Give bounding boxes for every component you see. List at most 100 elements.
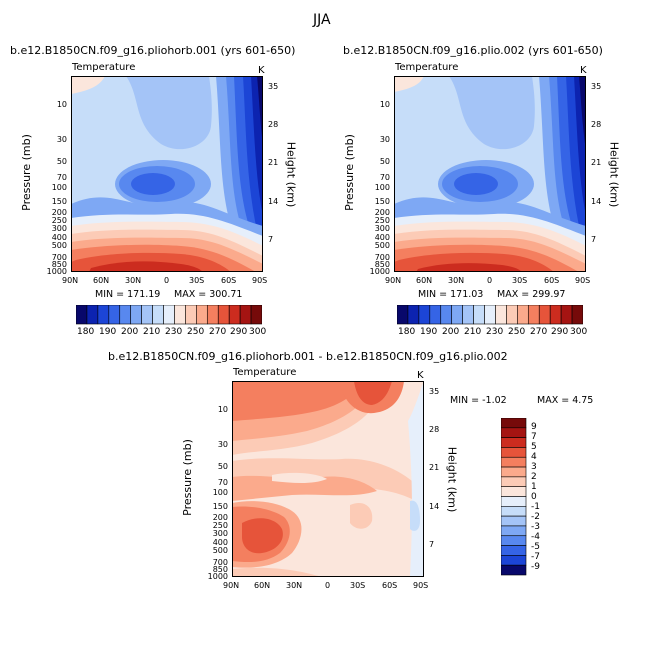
panel1-height-label: Height (km): [284, 141, 298, 208]
p2-htick-28: 28: [591, 120, 602, 129]
panel2-colorbar-labels: 180 190 200 210 230 250 270 290 300: [397, 327, 587, 339]
panel2-contour-svg: [394, 76, 586, 272]
p2-ytick-850: 850: [374, 260, 390, 269]
cb2-label-290: 290: [551, 327, 569, 337]
panel2-variable: Temperature: [395, 62, 459, 73]
p2-xtick-90N: 90N: [385, 276, 402, 285]
p1-xtick-30S: 30S: [189, 276, 205, 285]
p3-ytick-250: 250: [212, 521, 228, 530]
cb3-swatch-8: [500, 496, 527, 507]
cb1-label-200: 200: [121, 327, 139, 337]
p2-ytick-300: 300: [374, 224, 390, 233]
cb1-label-180: 180: [77, 327, 95, 337]
cb3-swatch-2: [500, 437, 527, 448]
panel3-variable: Temperature: [233, 367, 297, 378]
p3-ytick-10: 10: [217, 405, 228, 414]
panel3-pressure-label: Pressure (mb): [180, 439, 194, 516]
p3-htick-14: 14: [429, 502, 440, 511]
cb1-swatch-4: [119, 304, 131, 325]
p1-htick-14: 14: [268, 197, 279, 206]
panel3-contours: [232, 381, 424, 577]
panel1-contour-svg: [71, 76, 263, 272]
cb1-swatch-13: [217, 304, 230, 325]
panel1-min: MIN = 171.19: [95, 289, 161, 300]
cb2-swatch-14: [549, 304, 562, 325]
cb3-label-m2: -2: [531, 512, 540, 522]
cb1-swatch-1: [86, 304, 99, 325]
p1-ytick-200: 200: [51, 208, 67, 217]
cb1-swatch-0: [75, 304, 88, 325]
p2-xtick-0: 0: [487, 276, 493, 285]
p2-xtick-30S: 30S: [512, 276, 528, 285]
p3-xtick-90N: 90N: [223, 581, 240, 590]
cb3-swatch-6: [500, 476, 527, 487]
p1-ytick-500: 500: [51, 241, 67, 250]
cb2-swatch-2: [418, 304, 431, 325]
p3-ytick-100: 100: [212, 488, 228, 497]
cb1-swatch-5: [130, 304, 142, 325]
p1-htick-35: 35: [268, 82, 279, 91]
panel3-height-label: Height (km): [445, 446, 459, 513]
panel3-colorbar-labels: 9 7 5 4 3 2 1 0 -1 -2 -3 -4 -5 -7 -9: [531, 418, 555, 578]
p1-ytick-70: 70: [56, 173, 67, 182]
p2-ytick-200: 200: [374, 208, 390, 217]
p1-ytick-250: 250: [51, 216, 67, 225]
p3-ytick-30: 30: [217, 440, 228, 449]
p1-xtick-60N: 60N: [93, 276, 110, 285]
p3-xtick-30S: 30S: [350, 581, 366, 590]
p1-xtick-30N: 30N: [125, 276, 142, 285]
cb3-label-m7: -7: [531, 552, 540, 562]
p3-ytick-150: 150: [212, 502, 228, 511]
p1-xtick-90S: 90S: [252, 276, 268, 285]
p3-ytick-700: 700: [212, 558, 228, 567]
panel3-colorbar-svg: [500, 417, 527, 576]
cb2-label-300: 300: [570, 327, 588, 337]
cb2-swatch-8: [484, 304, 496, 325]
p3-xtick-60S: 60S: [382, 581, 398, 590]
panel1-colorbar-svg: [75, 304, 263, 325]
cb3-swatch-15: [500, 564, 527, 576]
cb3-label-2: 2: [531, 472, 537, 482]
cb3-label-m9: -9: [531, 562, 540, 572]
p2-ytick-1000: 1000: [369, 267, 390, 276]
panel3-plot: 10 30 50 70 100 150 200 250 300 400 500 …: [208, 381, 439, 590]
cb3-label-m4: -4: [531, 532, 540, 542]
panel1-plot: 10 30 50 70 100 150 200 250 300 400 500 …: [47, 76, 278, 285]
p3-ytick-50: 50: [217, 462, 228, 471]
cb3-label-5: 5: [531, 442, 537, 452]
cb3-swatch-11: [500, 525, 527, 537]
cb2-swatch-7: [473, 304, 485, 325]
p2-ytick-30: 30: [379, 135, 390, 144]
p3-xtick-90S: 90S: [413, 581, 429, 590]
cb2-swatch-9: [495, 304, 507, 325]
cb1-swatch-9: [174, 304, 186, 325]
p3-htick-21: 21: [429, 463, 440, 472]
p2-ytick-250: 250: [374, 216, 390, 225]
cb2-label-210: 210: [464, 327, 482, 337]
cb1-swatch-11: [196, 304, 208, 325]
cb3-swatch-7: [500, 486, 527, 497]
panel3-colorbar: [500, 417, 527, 580]
panel2-colorbar: [396, 304, 584, 329]
panel1-colorbar: [75, 304, 263, 329]
p2-xtick-90S: 90S: [575, 276, 591, 285]
cb3-swatch-14: [500, 555, 527, 566]
cb1-label-270: 270: [209, 327, 227, 337]
cb2-label-190: 190: [420, 327, 438, 337]
cb1-swatch-10: [185, 304, 197, 325]
cb1-swatch-12: [206, 304, 219, 325]
panel1-colorbar-labels: 180 190 200 210 230 250 270 290 300: [76, 327, 266, 339]
panel3-title: b.e12.B1850CN.f09_g16.pliohorb.001 - b.e…: [108, 350, 508, 363]
p1-ytick-850: 850: [51, 260, 67, 269]
p2-ytick-150: 150: [374, 197, 390, 206]
p2-ytick-10: 10: [379, 100, 390, 109]
cb2-swatch-11: [517, 304, 529, 325]
p1-htick-21: 21: [268, 158, 279, 167]
p1-xtick-90N: 90N: [62, 276, 79, 285]
cb3-label-7: 7: [531, 432, 537, 442]
cb3-swatch-9: [500, 506, 527, 517]
cb1-swatch-6: [141, 304, 153, 325]
p2-ytick-700: 700: [374, 253, 390, 262]
p1-ytick-150: 150: [51, 197, 67, 206]
p1-xtick-60S: 60S: [221, 276, 237, 285]
